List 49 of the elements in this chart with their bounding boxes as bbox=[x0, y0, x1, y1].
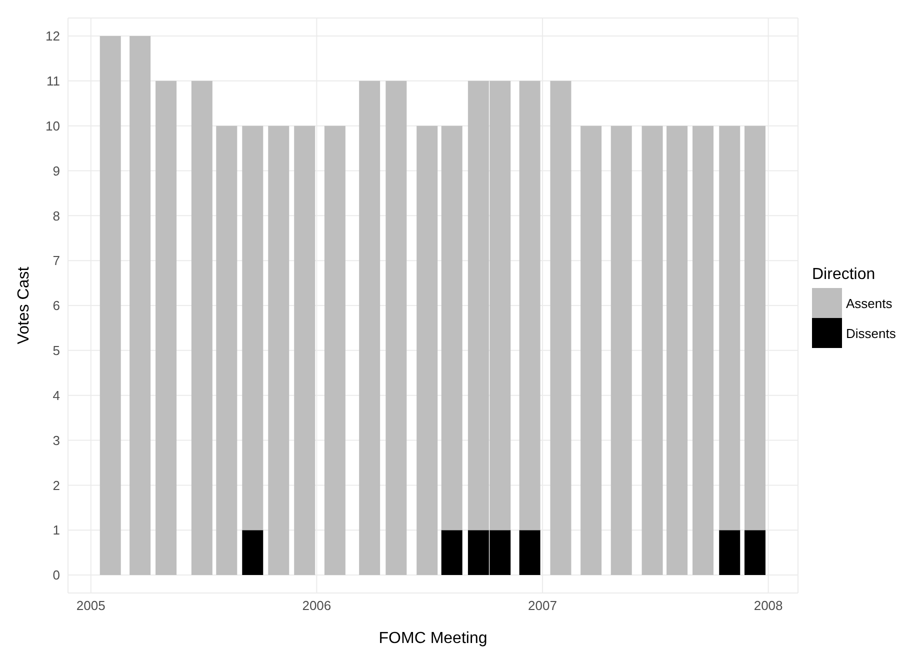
bar bbox=[719, 126, 740, 530]
bar bbox=[550, 80, 572, 576]
x-tick-label: 2006 bbox=[302, 598, 332, 614]
y-tick-label: 4 bbox=[52, 388, 60, 403]
bar bbox=[191, 80, 212, 576]
bar bbox=[242, 530, 264, 576]
bar bbox=[441, 530, 462, 576]
y-tick-label: 5 bbox=[52, 343, 60, 358]
bar bbox=[130, 36, 151, 576]
bar bbox=[519, 80, 540, 530]
y-tick-label: 11 bbox=[46, 74, 60, 89]
bar bbox=[642, 126, 663, 576]
x-tick-label: 2008 bbox=[754, 598, 783, 614]
legend-title: Direction bbox=[812, 266, 876, 284]
bar bbox=[156, 80, 177, 576]
bar bbox=[100, 36, 121, 576]
y-tick-label: 6 bbox=[52, 298, 60, 314]
legend-label: Assents bbox=[846, 296, 892, 310]
bar bbox=[692, 126, 714, 576]
y-axis-title: Votes Cast bbox=[16, 266, 33, 344]
bar bbox=[719, 530, 740, 576]
bar bbox=[666, 126, 688, 576]
bar bbox=[359, 80, 380, 576]
x-tick-label: 2007 bbox=[528, 598, 557, 614]
y-tick-label: 12 bbox=[46, 28, 60, 44]
y-tick-label: 0 bbox=[52, 568, 60, 583]
bar bbox=[416, 126, 438, 576]
bar bbox=[216, 126, 238, 576]
bar bbox=[519, 530, 540, 576]
bar bbox=[324, 126, 346, 576]
bar bbox=[386, 80, 407, 576]
legend-label: Dissents bbox=[846, 326, 896, 340]
y-tick-label: 2 bbox=[52, 478, 60, 493]
bar bbox=[744, 530, 766, 576]
y-tick-label: 7 bbox=[52, 253, 60, 268]
bar bbox=[441, 126, 462, 530]
bar bbox=[294, 126, 316, 576]
bar bbox=[610, 126, 632, 576]
y-tick-label: 1 bbox=[52, 522, 60, 538]
y-tick-label: 9 bbox=[52, 163, 60, 178]
x-tick-label: 2005 bbox=[76, 598, 106, 614]
bar bbox=[242, 126, 264, 530]
y-tick-label: 3 bbox=[52, 432, 60, 448]
y-tick-label: 10 bbox=[46, 118, 60, 134]
bar bbox=[268, 126, 290, 576]
x-axis-title: FOMC Meeting bbox=[378, 630, 488, 647]
y-tick-label: 8 bbox=[52, 208, 60, 224]
bar bbox=[580, 126, 602, 576]
bar bbox=[744, 126, 766, 530]
